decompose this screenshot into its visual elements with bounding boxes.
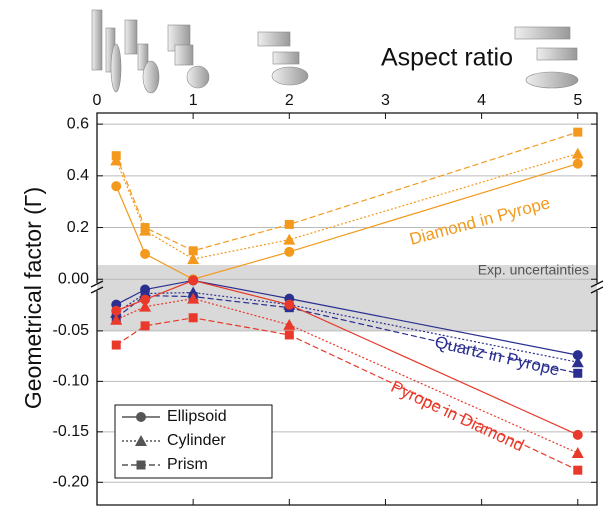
marker xyxy=(572,350,583,361)
marker xyxy=(188,313,198,323)
y-tick-label: -0.05 xyxy=(53,322,90,339)
marker xyxy=(284,299,295,310)
series-line xyxy=(115,131,578,252)
marker xyxy=(188,246,198,256)
marker xyxy=(284,330,294,340)
marker xyxy=(140,294,151,305)
marker xyxy=(110,313,123,325)
marker xyxy=(573,127,583,137)
y-tick-label: 0.00 xyxy=(58,270,89,287)
legend-label: Prism xyxy=(167,456,208,473)
legend-label: Ellipsoid xyxy=(167,408,227,425)
legend-marker xyxy=(136,460,146,470)
axis-break xyxy=(590,286,604,294)
x-tick-label: 2 xyxy=(285,92,294,109)
x-tick-label: 0 xyxy=(93,92,102,109)
x-axis-title: Aspect ratio xyxy=(381,44,513,72)
axis-frame xyxy=(96,112,598,506)
legend-marker xyxy=(135,435,147,446)
uncertainty-band xyxy=(97,287,597,331)
marker xyxy=(188,275,199,286)
marker xyxy=(187,253,200,265)
axis-break xyxy=(90,286,104,294)
y-tick-label: 0.4 xyxy=(67,167,89,184)
legend-marker xyxy=(136,412,146,422)
marker xyxy=(572,158,583,169)
x-tick-label: 5 xyxy=(573,92,582,109)
marker xyxy=(571,147,584,159)
group-label: Pyrope in Diamond xyxy=(388,377,527,455)
legend-label: Cylinder xyxy=(167,432,226,449)
y-tick-label: -0.15 xyxy=(53,423,90,440)
marker xyxy=(140,248,151,259)
y-tick-label: -0.20 xyxy=(53,474,90,491)
axis-break xyxy=(90,280,104,288)
marker xyxy=(140,223,150,233)
y-tick-label: 0.2 xyxy=(67,219,89,236)
marker xyxy=(140,321,150,331)
marker xyxy=(572,429,583,440)
marker xyxy=(111,340,121,350)
marker xyxy=(111,305,122,316)
marker xyxy=(573,368,583,378)
y-tick-label: -0.10 xyxy=(53,373,90,390)
y-axis-title: Geometrical factor (Γ) xyxy=(20,187,46,409)
marker xyxy=(284,219,294,229)
marker xyxy=(283,318,296,330)
axis-break xyxy=(590,280,604,288)
marker xyxy=(111,151,121,161)
marker xyxy=(571,447,584,459)
band-label: Exp. uncertainties xyxy=(478,262,589,278)
x-tick-label: 3 xyxy=(381,92,390,109)
x-tick-label: 4 xyxy=(477,92,486,109)
marker xyxy=(139,300,152,312)
y-tick-label: 0.6 xyxy=(67,115,89,132)
marker xyxy=(283,233,296,245)
marker xyxy=(187,292,200,304)
marker xyxy=(573,465,583,475)
marker xyxy=(571,356,584,368)
group-label: Diamond in Pyrope xyxy=(407,193,552,249)
marker xyxy=(111,181,122,192)
series-line xyxy=(115,291,578,363)
x-tick-label: 1 xyxy=(189,92,198,109)
shape-icons xyxy=(91,9,579,94)
marker xyxy=(284,246,295,257)
